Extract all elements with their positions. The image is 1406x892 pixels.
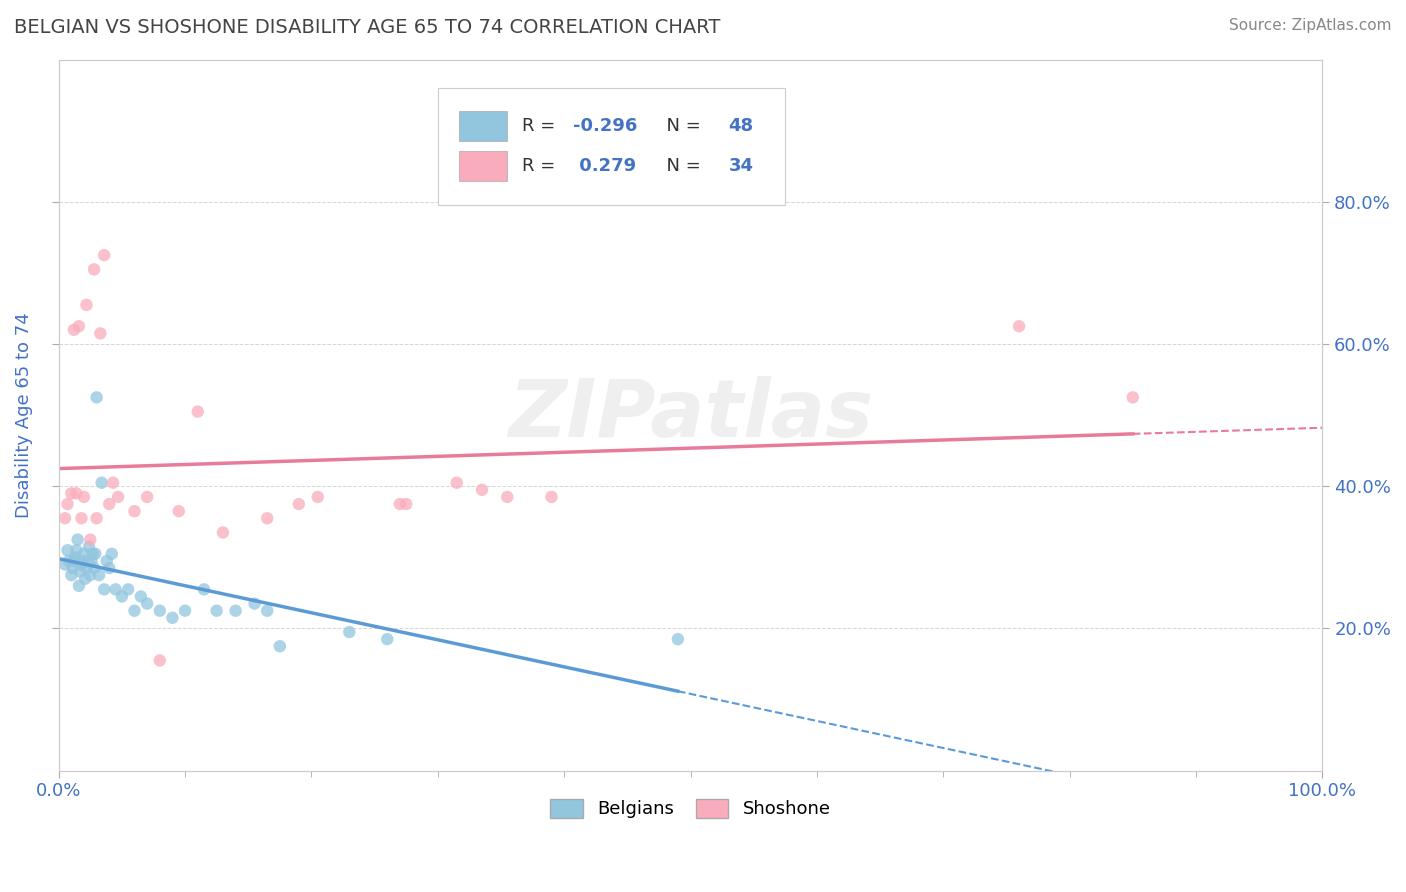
Point <box>98 561 121 575</box>
Point <box>124 604 146 618</box>
Point <box>205 604 228 618</box>
Point <box>174 604 197 618</box>
Point <box>58 554 80 568</box>
Text: N =: N = <box>655 157 707 175</box>
FancyBboxPatch shape <box>437 88 786 205</box>
Point <box>104 582 127 597</box>
Point <box>73 547 96 561</box>
Point <box>167 504 190 518</box>
Bar <box>460 111 508 141</box>
Point <box>69 565 91 579</box>
Point <box>76 561 98 575</box>
Text: -0.296: -0.296 <box>574 117 637 135</box>
Text: Source: ZipAtlas.com: Source: ZipAtlas.com <box>1229 18 1392 33</box>
Point <box>76 554 98 568</box>
Point <box>117 582 139 597</box>
Point <box>337 625 360 640</box>
Point <box>124 504 146 518</box>
Point <box>63 550 86 565</box>
Point <box>107 490 129 504</box>
Point <box>100 547 122 561</box>
Point <box>82 547 104 561</box>
Legend: Belgians, Shoshone: Belgians, Shoshone <box>543 792 838 826</box>
Point <box>101 475 124 490</box>
Point <box>86 511 108 525</box>
Point <box>136 597 159 611</box>
Point <box>225 604 247 618</box>
Point <box>83 561 105 575</box>
Point <box>162 611 184 625</box>
Text: ZIPatlas: ZIPatlas <box>508 376 873 454</box>
Point <box>90 475 112 490</box>
Y-axis label: Disability Age 65 to 74: Disability Age 65 to 74 <box>15 312 32 518</box>
Point <box>70 511 93 525</box>
Point <box>446 475 468 490</box>
Text: N =: N = <box>655 117 707 135</box>
Point <box>375 632 398 647</box>
Point <box>149 653 172 667</box>
Point <box>149 604 172 618</box>
Text: R =: R = <box>523 117 561 135</box>
Point <box>79 568 101 582</box>
Point <box>256 511 278 525</box>
Point <box>76 298 98 312</box>
Point <box>86 390 108 404</box>
Point <box>666 632 689 647</box>
Point <box>72 554 94 568</box>
Point <box>63 554 86 568</box>
Text: 48: 48 <box>728 117 754 135</box>
Point <box>84 547 107 561</box>
Point <box>1008 319 1031 334</box>
Point <box>395 497 418 511</box>
Point <box>83 262 105 277</box>
Point <box>496 490 519 504</box>
Point <box>62 561 84 575</box>
Point <box>1122 390 1144 404</box>
Point <box>129 590 152 604</box>
Point <box>269 639 291 653</box>
Point <box>66 533 89 547</box>
Point <box>193 582 215 597</box>
Point <box>56 497 79 511</box>
Point <box>53 511 76 525</box>
Point <box>63 323 86 337</box>
Point <box>67 319 90 334</box>
Text: R =: R = <box>523 157 561 175</box>
Point <box>77 540 100 554</box>
Point <box>67 579 90 593</box>
Point <box>212 525 235 540</box>
Point <box>75 572 97 586</box>
Point <box>256 604 278 618</box>
Point <box>65 486 87 500</box>
Point <box>73 490 96 504</box>
Point <box>111 590 134 604</box>
Point <box>80 554 103 568</box>
Point <box>187 404 209 418</box>
Point <box>288 497 311 511</box>
Text: 34: 34 <box>728 157 754 175</box>
Point <box>388 497 411 511</box>
Point <box>56 543 79 558</box>
Point <box>89 568 111 582</box>
Point <box>65 543 87 558</box>
Point <box>98 497 121 511</box>
Bar <box>460 152 508 181</box>
Point <box>307 490 329 504</box>
Point <box>79 533 101 547</box>
Point <box>89 326 111 341</box>
Text: BELGIAN VS SHOSHONE DISABILITY AGE 65 TO 74 CORRELATION CHART: BELGIAN VS SHOSHONE DISABILITY AGE 65 TO… <box>14 18 720 37</box>
Point <box>540 490 562 504</box>
Point <box>93 582 115 597</box>
Point <box>96 554 118 568</box>
Point <box>136 490 159 504</box>
Point <box>53 558 76 572</box>
Point <box>70 558 93 572</box>
Point <box>471 483 494 497</box>
Point <box>60 568 83 582</box>
Point <box>93 248 115 262</box>
Point <box>60 486 83 500</box>
Point <box>243 597 266 611</box>
Text: 0.279: 0.279 <box>574 157 636 175</box>
